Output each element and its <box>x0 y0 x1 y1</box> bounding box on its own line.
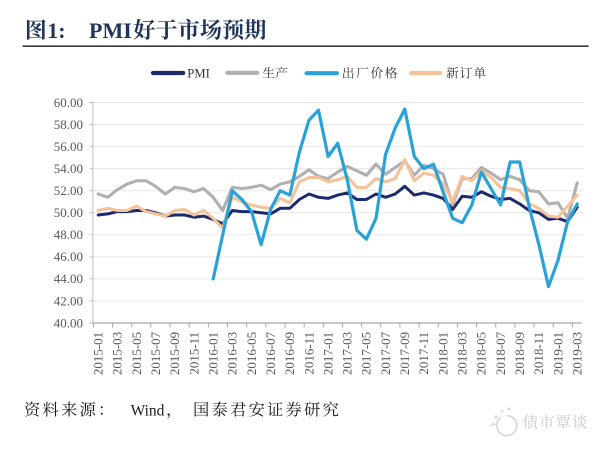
svg-text:2015-05: 2015-05 <box>129 332 144 375</box>
svg-text:1:: 1: <box>47 18 65 43</box>
svg-text:2015-01: 2015-01 <box>91 332 106 375</box>
svg-text:42.00: 42.00 <box>54 293 83 308</box>
svg-text:52.00: 52.00 <box>54 183 83 198</box>
svg-text:2016-11: 2016-11 <box>301 332 316 375</box>
svg-text:PMI: PMI <box>89 18 132 43</box>
svg-text:2017-09: 2017-09 <box>397 332 412 375</box>
svg-text:2016-07: 2016-07 <box>263 331 278 375</box>
svg-text:2015-03: 2015-03 <box>110 332 125 375</box>
svg-text:56.00: 56.00 <box>54 139 83 154</box>
svg-text:54.00: 54.00 <box>54 161 83 176</box>
svg-text:2015-11: 2015-11 <box>186 332 201 375</box>
svg-text:58.00: 58.00 <box>54 117 83 132</box>
svg-text:2017-11: 2017-11 <box>416 332 431 375</box>
svg-text:60.00: 60.00 <box>54 95 83 110</box>
svg-text:2019-03: 2019-03 <box>570 332 585 375</box>
svg-text:2018-03: 2018-03 <box>455 332 470 375</box>
svg-text:44.00: 44.00 <box>54 271 83 286</box>
svg-text:46.00: 46.00 <box>54 249 83 264</box>
svg-text:2018-09: 2018-09 <box>512 332 527 375</box>
svg-text:2018-07: 2018-07 <box>493 331 508 375</box>
svg-text:2017-05: 2017-05 <box>359 332 374 375</box>
svg-text:2018-01: 2018-01 <box>435 332 450 375</box>
svg-text:2017-03: 2017-03 <box>340 332 355 375</box>
svg-text:2017-01: 2017-01 <box>320 332 335 375</box>
svg-text:2016-03: 2016-03 <box>225 332 240 375</box>
svg-text:2018-05: 2018-05 <box>474 332 489 375</box>
svg-text:50.00: 50.00 <box>54 205 83 220</box>
svg-text:Wind: Wind <box>131 402 165 419</box>
svg-text:2016-01: 2016-01 <box>205 332 220 375</box>
svg-text:2016-09: 2016-09 <box>282 332 297 375</box>
svg-text:PMI: PMI <box>187 67 210 81</box>
svg-text:2015-09: 2015-09 <box>167 332 182 375</box>
svg-text:2018-11: 2018-11 <box>531 332 546 375</box>
svg-text:2017-07: 2017-07 <box>378 331 393 375</box>
svg-text:2015-07: 2015-07 <box>148 331 163 375</box>
svg-text:2016-05: 2016-05 <box>244 332 259 375</box>
svg-text:40.00: 40.00 <box>54 315 83 330</box>
svg-text:2019-01: 2019-01 <box>550 332 565 375</box>
svg-text:48.00: 48.00 <box>54 227 83 242</box>
